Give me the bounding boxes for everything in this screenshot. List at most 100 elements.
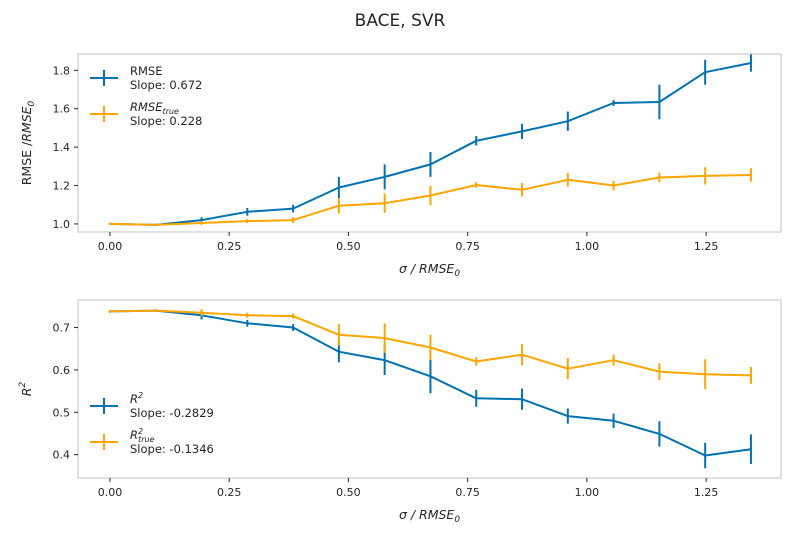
- y-axis-label-main: RMSE /: [19, 141, 34, 185]
- data-point: [200, 221, 203, 225]
- data-point: [566, 178, 570, 181]
- data-point: [658, 370, 661, 373]
- x-tick-label: 0.00: [98, 486, 123, 499]
- legend-label-main: RMSE: [130, 64, 162, 78]
- data-point: [383, 201, 386, 205]
- y-axis-label: R2: [18, 382, 34, 397]
- y-axis-label-sub: 0: [27, 100, 37, 106]
- data-point: [246, 219, 249, 223]
- data-point: [612, 101, 615, 105]
- data-point: [337, 186, 341, 189]
- data-point: [612, 358, 615, 362]
- y-axis-label-sup: 2: [18, 382, 28, 388]
- x-tick-label: 0.50: [336, 240, 361, 253]
- data-point: [566, 120, 570, 123]
- legend-label-sup: 2: [138, 391, 143, 400]
- y-tick-label: 1.8: [53, 64, 71, 77]
- legend-label: RMSE: [130, 64, 162, 78]
- data-point: [291, 326, 295, 329]
- y-tick-label: 1.2: [53, 180, 71, 193]
- data-point: [291, 314, 295, 318]
- legend-slope: Slope: 0.228: [130, 114, 202, 128]
- legend-label-sub: true: [162, 107, 178, 116]
- x-axis-label-main: σ / RMSE: [399, 261, 454, 276]
- y-tick-label: 1.6: [53, 103, 71, 116]
- y-axis-label: RMSE /RMSE0: [19, 100, 37, 185]
- legend-label-main: R: [130, 392, 138, 406]
- series-r-2-true: [108, 309, 753, 389]
- data-point: [612, 419, 615, 422]
- data-point: [658, 100, 661, 104]
- data-point: [429, 163, 432, 166]
- data-point: [429, 194, 432, 197]
- legend-slope: Slope: -0.2829: [130, 406, 214, 420]
- x-axis-label: σ / RMSE0: [399, 507, 460, 525]
- x-tick-label: 1.25: [694, 240, 719, 253]
- plot-frame: [77, 53, 782, 233]
- legend-label-sup: 2: [138, 427, 143, 436]
- x-tick-label: 0.50: [336, 486, 361, 499]
- data-point: [475, 183, 478, 187]
- legend-label-main: RMSE: [130, 100, 163, 114]
- y-tick-label: 0.5: [53, 406, 71, 419]
- data-point: [703, 174, 707, 178]
- y-tick-label: 1.4: [53, 141, 71, 154]
- x-tick-label: 0.75: [455, 486, 480, 499]
- data-point: [520, 188, 524, 191]
- x-axis-label: σ / RMSE0: [399, 261, 460, 279]
- legend-slope: Slope: -0.1346: [130, 442, 214, 456]
- data-point: [749, 173, 753, 177]
- data-point: [337, 204, 341, 207]
- series-r-2: [108, 309, 753, 469]
- legend-label-sub: true: [138, 435, 154, 444]
- y-axis-label-main: R: [19, 388, 34, 397]
- data-point: [246, 210, 249, 214]
- y-tick-label: 0.6: [53, 364, 71, 377]
- x-tick-label: 0.75: [455, 240, 480, 253]
- y-tick-label: 0.7: [53, 322, 71, 335]
- data-point: [154, 223, 157, 227]
- x-axis-label-sub: 0: [454, 269, 460, 279]
- legend-label-main: R: [130, 428, 138, 442]
- data-point: [291, 207, 295, 210]
- data-point: [749, 61, 753, 65]
- data-point: [475, 139, 478, 142]
- data-point: [749, 447, 753, 451]
- data-point: [429, 346, 432, 349]
- plot-frame: [77, 299, 782, 479]
- x-tick-label: 0.00: [98, 240, 123, 253]
- data-point: [154, 309, 157, 312]
- legend-label: R2: [130, 391, 143, 406]
- data-point: [108, 310, 112, 313]
- data-point: [337, 350, 341, 353]
- figure-title: BACE, SVR: [355, 11, 446, 31]
- legend-slope: Slope: 0.672: [130, 78, 202, 92]
- chart-1: 0.00 0.25 0.50 0.75 1.00 1.25 1.0 1.2 1.4 1.6 1.8 σ…: [19, 53, 782, 279]
- data-point: [658, 176, 661, 179]
- data-point: [200, 218, 203, 222]
- y-axis-label-italic: RMSE: [19, 106, 34, 141]
- y-tick-label: 1.0: [53, 218, 71, 231]
- data-point: [383, 336, 386, 340]
- data-point: [429, 375, 432, 378]
- data-point: [658, 432, 661, 436]
- data-point: [383, 175, 386, 179]
- data-point: [520, 397, 524, 401]
- data-point: [749, 374, 753, 377]
- data-point: [200, 311, 203, 314]
- data-point: [566, 414, 570, 418]
- data-point: [703, 71, 707, 74]
- y-tick-label: 0.4: [53, 449, 71, 462]
- data-point: [108, 222, 112, 226]
- x-tick-label: 1.00: [575, 240, 600, 253]
- data-point: [520, 353, 524, 356]
- data-point: [703, 454, 707, 457]
- x-tick-label: 0.25: [217, 240, 242, 253]
- x-axis-label-main: σ / RMSE: [399, 507, 454, 522]
- data-point: [475, 397, 478, 400]
- data-point: [291, 218, 295, 222]
